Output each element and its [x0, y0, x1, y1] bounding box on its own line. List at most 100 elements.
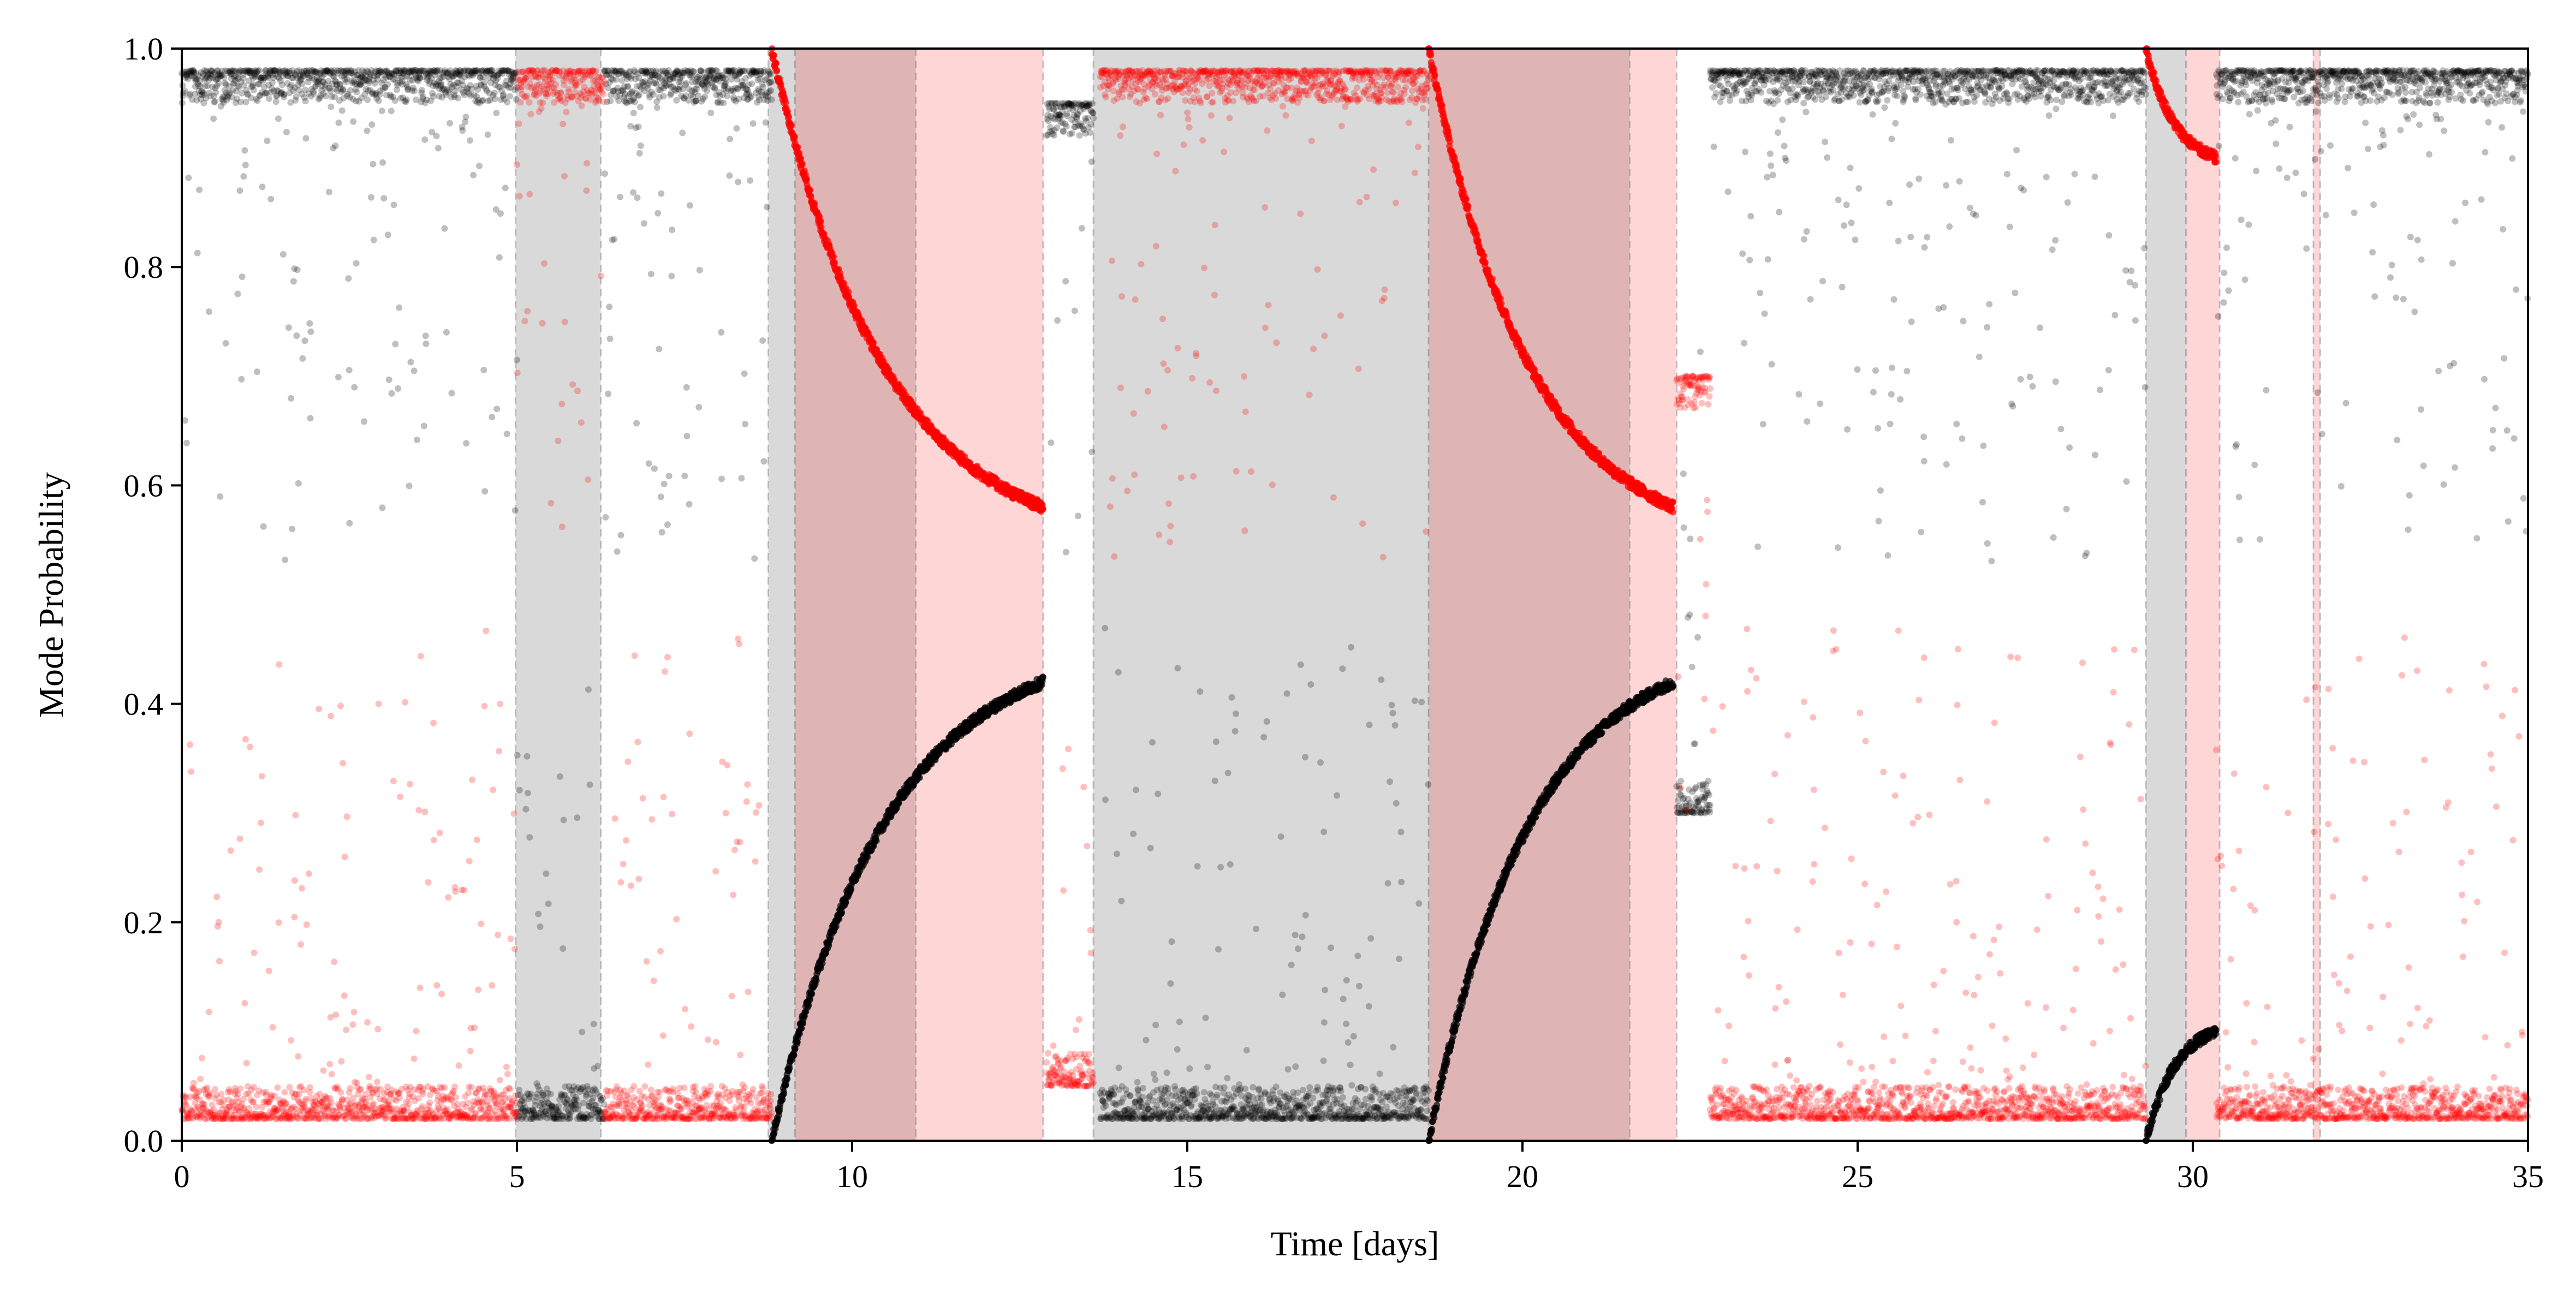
data-point — [1344, 1039, 1352, 1046]
data-point — [415, 78, 421, 85]
data-point — [636, 150, 643, 157]
data-point — [240, 71, 246, 78]
data-point — [368, 121, 376, 128]
data-point — [185, 174, 192, 181]
data-point — [188, 69, 195, 76]
shaded-region — [515, 49, 601, 1141]
data-point — [211, 99, 218, 106]
data-point — [343, 79, 350, 86]
data-point — [204, 82, 211, 90]
data-point — [344, 92, 351, 99]
data-point — [1998, 83, 2006, 90]
data-point — [241, 68, 248, 75]
data-point — [335, 120, 342, 126]
data-point — [1776, 208, 1783, 216]
data-point — [514, 752, 521, 759]
data-point — [742, 420, 749, 427]
data-point — [198, 88, 205, 95]
data-point — [216, 70, 223, 77]
data-point — [298, 76, 305, 83]
data-point — [1954, 87, 1961, 94]
data-point — [312, 69, 319, 75]
data-point — [308, 86, 315, 93]
data-point — [432, 82, 439, 90]
data-point — [394, 82, 401, 89]
data-point — [1724, 188, 1732, 195]
data-point — [408, 72, 414, 79]
data-point — [695, 404, 703, 410]
data-point — [1348, 1082, 1355, 1089]
data-point — [1365, 1003, 1372, 1010]
data-point — [366, 79, 373, 86]
data-point — [606, 335, 614, 342]
data-point — [372, 90, 379, 97]
data-point — [294, 75, 301, 82]
data-point — [366, 87, 373, 94]
data-point — [457, 69, 465, 76]
data-point — [288, 395, 295, 402]
data-point — [1444, 1056, 1451, 1063]
data-point — [1197, 688, 1204, 695]
data-point — [283, 71, 290, 78]
data-point — [1139, 1084, 1146, 1092]
data-point — [427, 69, 434, 76]
data-point — [407, 359, 414, 366]
data-point — [187, 67, 194, 74]
data-point — [260, 523, 267, 530]
data-point — [1211, 777, 1218, 784]
data-point — [451, 91, 458, 98]
data-point — [271, 67, 278, 74]
data-point — [460, 81, 466, 88]
data-point — [331, 77, 338, 84]
data-point — [188, 72, 195, 79]
data-point — [349, 96, 356, 103]
data-point — [424, 74, 431, 81]
data-point — [331, 93, 338, 100]
data-point — [289, 526, 296, 533]
black-series — [179, 67, 2531, 1144]
data-point — [453, 69, 460, 76]
data-point — [279, 68, 286, 75]
data-point — [335, 70, 342, 77]
data-point — [398, 67, 405, 74]
data-point — [1847, 164, 1854, 171]
data-point — [242, 162, 249, 169]
data-point — [209, 67, 216, 74]
data-point — [230, 67, 237, 74]
data-point — [294, 266, 301, 273]
data-point — [213, 76, 220, 83]
data-point — [341, 67, 348, 74]
data-point — [349, 78, 356, 85]
data-point — [1393, 800, 1400, 807]
data-point — [1688, 664, 1695, 671]
data-point — [420, 73, 427, 80]
data-point — [216, 73, 223, 80]
data-point — [270, 87, 277, 94]
data-point — [235, 82, 242, 90]
data-point — [376, 67, 383, 74]
data-point — [402, 67, 409, 74]
data-point — [1835, 196, 1842, 204]
data-point — [304, 71, 311, 79]
data-point — [320, 71, 328, 78]
data-point — [433, 69, 441, 76]
data-point — [250, 87, 257, 93]
data-point — [215, 80, 222, 87]
data-point — [281, 91, 288, 98]
data-point — [347, 94, 353, 101]
shaded-region — [768, 49, 795, 1141]
data-point — [1429, 1125, 1436, 1133]
data-point — [1841, 222, 1847, 229]
data-point — [1468, 969, 1474, 976]
data-point — [446, 75, 453, 82]
data-point — [683, 433, 691, 439]
data-point — [768, 79, 775, 86]
data-point — [382, 68, 389, 75]
data-point — [404, 86, 411, 93]
data-point — [409, 87, 416, 94]
data-point — [1802, 109, 1810, 116]
data-point — [1343, 1020, 1350, 1027]
data-point — [430, 82, 437, 90]
data-point — [679, 129, 686, 136]
data-point — [748, 80, 755, 87]
